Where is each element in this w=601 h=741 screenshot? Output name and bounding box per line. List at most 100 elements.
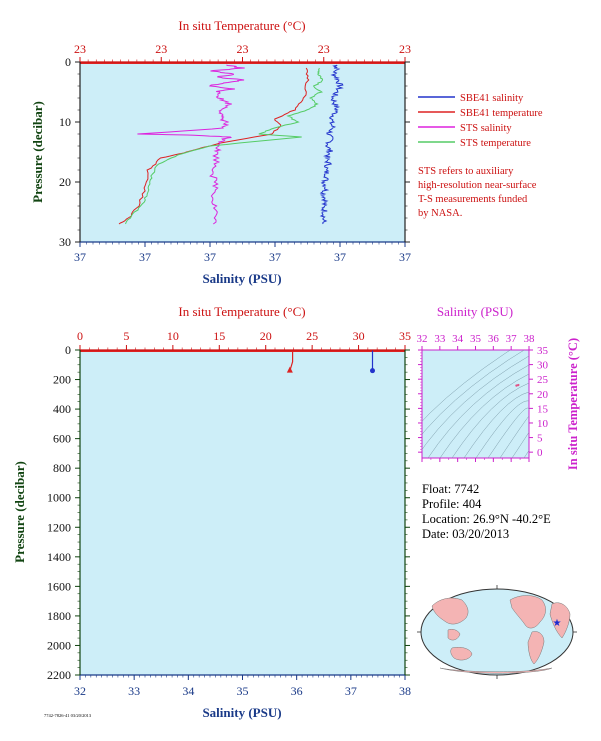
- upper-series-sts-salinity: [137, 64, 245, 225]
- land-indonesia: [447, 628, 461, 641]
- upper-top-tick-label: 23: [237, 42, 249, 56]
- lower-temperature-end-marker: [286, 366, 293, 373]
- ts-points-group: [515, 383, 520, 387]
- upper-top-tick-label: 23: [74, 42, 86, 56]
- lower-bottom-tick-label: 35: [237, 684, 249, 698]
- footer-stamp: 7742-7826-41 03/20/2013: [44, 713, 92, 718]
- lower-series-group: [80, 350, 405, 374]
- ts-density-contour: [439, 373, 529, 458]
- lower-bottom-tick-label: 36: [291, 684, 303, 698]
- upper-bottom-tick-label: 37: [74, 250, 86, 264]
- ts-x-tick-label: 33: [434, 333, 446, 345]
- lower-y-tick-label: 400: [53, 402, 71, 416]
- ts-top-axis-label: Salinity (PSU): [437, 304, 513, 319]
- lower-top-tick-label: 5: [123, 329, 129, 343]
- upper-y-tick-label: 0: [65, 55, 71, 69]
- ts-y-tick-label: 10: [537, 418, 549, 430]
- upper-top-tick-label: 23: [399, 42, 411, 56]
- upper-y-tick-label: 10: [59, 115, 71, 129]
- lower-y-tick-label: 1200: [47, 520, 71, 534]
- lower-top-tick-label: 20: [260, 329, 272, 343]
- land-asia-east: [431, 597, 469, 625]
- land-australia: [450, 647, 473, 661]
- lower-bottom-tick-label: 38: [399, 684, 411, 698]
- ts-y-tick-label: 15: [537, 403, 549, 415]
- lower-top-tick-label: 0: [77, 329, 83, 343]
- ts-right-axis-label: In situ Temperature (°C): [566, 338, 580, 470]
- profile-date: Date: 03/20/2013: [422, 527, 509, 541]
- ts-x-tick-label: 35: [470, 333, 482, 345]
- lower-top-tick-label: 25: [306, 329, 318, 343]
- upper-legend: SBE41 salinity SBE41 temperature STS sal…: [418, 93, 543, 149]
- world-map: ★: [417, 585, 577, 679]
- land-europe-africa: [549, 602, 571, 639]
- upper-panel: 23 23 23 23 23 37 37 37 37 37 37 0 10 20 30 In situ Te…: [30, 18, 543, 286]
- lower-y-tick-label: 2200: [47, 668, 71, 682]
- sts-note-line-2: high-resolution near-surface: [418, 180, 537, 191]
- ts-y-tick-label: 30: [537, 360, 549, 372]
- lower-y-tick-label: 1800: [47, 609, 71, 623]
- lower-top-tick-label: 15: [213, 329, 225, 343]
- ts-density-contour: [511, 427, 529, 458]
- float-number: Float: 7742: [422, 482, 479, 496]
- upper-series-group: [80, 62, 405, 225]
- lower-bottom-axis-label: Salinity (PSU): [202, 705, 281, 720]
- upper-top-tick-label: 23: [318, 42, 330, 56]
- ts-x-tick-label: 37: [506, 333, 518, 345]
- upper-bottom-tick-label: 37: [334, 250, 346, 264]
- lower-series-sbe41-temperature: [289, 350, 294, 371]
- float-info: Float: 7742 Profile: 404 Location: 26.9°…: [422, 482, 551, 541]
- land-south-america: [527, 631, 545, 665]
- float-location-star-icon: ★: [553, 618, 562, 629]
- upper-bottom-tick-label: 37: [399, 250, 411, 264]
- ts-y-tick-label: 35: [537, 345, 549, 357]
- lower-y-tick-label: 0: [65, 343, 71, 357]
- ts-diagram: 32 33 34 35 36 37 38 0 5 10 15 20 25 30 35 Salinity (P…: [417, 304, 581, 470]
- lower-bottom-tick-label: 37: [345, 684, 357, 698]
- lower-panel: 0 5 10 15 20 25 30 35 32 33 34 35 36 37 38 0 200 400 600 80…: [12, 304, 411, 720]
- lower-y-tick-label: 1600: [47, 579, 71, 593]
- legend-label-sbe41-temperature: SBE41 temperature: [460, 108, 543, 119]
- ts-density-contour: [427, 364, 529, 458]
- ts-density-contour: [451, 382, 529, 458]
- profile-number: Profile: 404: [422, 497, 482, 511]
- land-antarctica: [439, 667, 553, 674]
- upper-y-axis-label: Pressure (decibar): [30, 101, 45, 203]
- lower-y-tick-label: 2000: [47, 638, 71, 652]
- ts-density-contour: [475, 400, 529, 458]
- upper-plot-area: [80, 62, 405, 242]
- ts-y-tick-label: 20: [537, 389, 549, 401]
- lower-top-tick-label: 30: [353, 329, 365, 343]
- upper-axes: 23 23 23 23 23 37 37 37 37 37 37 0 10 20 30: [59, 42, 411, 264]
- ts-density-contour: [487, 407, 529, 458]
- lower-top-axis-label: In situ Temperature (°C): [178, 304, 305, 319]
- upper-bottom-tick-label: 37: [139, 250, 151, 264]
- upper-series-sts-temperature: [125, 67, 324, 225]
- ts-y-tick-label: 25: [537, 374, 549, 386]
- ts-y-tick-label: 5: [537, 433, 543, 445]
- land-north-america: [509, 595, 546, 629]
- lower-y-tick-label: 800: [53, 461, 71, 475]
- ts-point: [515, 384, 518, 387]
- ts-density-contour: [422, 355, 529, 450]
- lower-bottom-tick-label: 33: [128, 684, 140, 698]
- ts-density-contour: [422, 350, 511, 422]
- lower-y-tick-label: 600: [53, 432, 71, 446]
- upper-bottom-tick-label: 37: [269, 250, 281, 264]
- lower-bottom-tick-label: 34: [182, 684, 194, 698]
- upper-y-tick-label: 30: [59, 235, 71, 249]
- lower-bottom-tick-label: 32: [74, 684, 86, 698]
- ts-density-contour: [499, 415, 529, 458]
- sts-note-line-4: by NASA.: [418, 208, 462, 219]
- sts-note: STS refers to auxiliary high-resolution …: [418, 166, 537, 219]
- lower-plot-area: [80, 350, 405, 675]
- ts-y-tick-label: 0: [537, 447, 543, 459]
- lower-axes: 0 5 10 15 20 25 30 35 32 33 34 35 36 37 38 0 200 400 600 80…: [47, 329, 411, 698]
- ts-x-tick-label: 36: [488, 333, 500, 345]
- lower-top-tick-label: 35: [399, 329, 411, 343]
- upper-bottom-tick-label: 37: [204, 250, 216, 264]
- lower-top-tick-label: 10: [167, 329, 179, 343]
- map-land: [431, 595, 571, 674]
- legend-label-sts-temperature: STS temperature: [460, 138, 531, 149]
